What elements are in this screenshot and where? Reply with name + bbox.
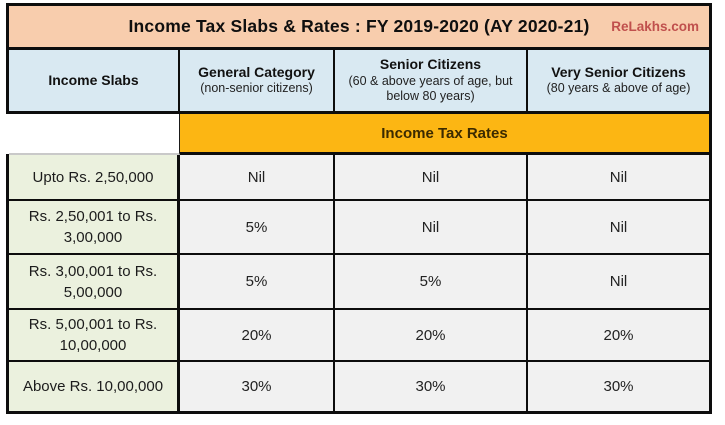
column-header-sublabel: (non-senior citizens) (200, 81, 313, 96)
rate-cell-very-senior: 30% (528, 362, 709, 411)
brand-watermark: ReLakhs.com (611, 19, 699, 34)
column-header-row: Income Slabs General Category (non-senio… (9, 50, 709, 114)
income-tax-rates-banner: Income Tax Rates (180, 114, 709, 155)
slab-cell: Upto Rs. 2,50,000 (9, 155, 180, 201)
income-tax-rates-banner-row: Income Tax Rates (6, 114, 709, 155)
column-header-very-senior-citizens: Very Senior Citizens (80 years & above o… (528, 50, 709, 114)
rate-cell-general: 5% (180, 201, 335, 255)
rate-cell-senior: Nil (335, 155, 528, 201)
rate-cell-general: 5% (180, 255, 335, 310)
rate-cell-very-senior: Nil (528, 201, 709, 255)
column-header-senior-citizens: Senior Citizens (60 & above years of age… (335, 50, 528, 114)
rate-cell-general: Nil (180, 155, 335, 201)
rate-cell-senior: 30% (335, 362, 528, 411)
table-title: Income Tax Slabs & Rates : FY 2019-2020 … (128, 16, 590, 36)
rate-cell-very-senior: 20% (528, 310, 709, 362)
rate-cell-senior: Nil (335, 201, 528, 255)
column-header-sublabel: (80 years & above of age) (546, 81, 691, 96)
rate-cell-very-senior: Nil (528, 155, 709, 201)
column-header-label: Senior Citizens (379, 56, 482, 73)
column-header-label: Very Senior Citizens (551, 63, 686, 80)
blank-cell (6, 114, 180, 155)
slab-cell: Rs. 5,00,001 to Rs. 10,00,000 (9, 310, 180, 362)
tax-table: Income Tax Slabs & Rates : FY 2019-2020 … (6, 3, 712, 414)
table-title-bar: Income Tax Slabs & Rates : FY 2019-2020 … (9, 6, 709, 50)
slab-cell: Rs. 2,50,001 to Rs. 3,00,000 (9, 201, 180, 255)
column-header-general-category: General Category (non-senior citizens) (180, 50, 335, 114)
table-row: Above Rs. 10,00,000 30% 30% 30% (9, 362, 709, 411)
column-header-label: Income Slabs (48, 71, 139, 88)
table-row: Rs. 2,50,001 to Rs. 3,00,000 5% Nil Nil (9, 201, 709, 255)
table-row: Rs. 5,00,001 to Rs. 10,00,000 20% 20% 20… (9, 310, 709, 362)
column-header-sublabel: (60 & above years of age, but below 80 y… (348, 73, 513, 104)
table-row: Upto Rs. 2,50,000 Nil Nil Nil (9, 155, 709, 201)
column-header-label: General Category (198, 63, 315, 80)
slab-cell: Rs. 3,00,001 to Rs. 5,00,000 (9, 255, 180, 310)
rate-cell-very-senior: Nil (528, 255, 709, 310)
slab-cell: Above Rs. 10,00,000 (9, 362, 180, 411)
rate-cell-general: 20% (180, 310, 335, 362)
table-row: Rs. 3,00,001 to Rs. 5,00,000 5% 5% Nil (9, 255, 709, 310)
rate-cell-senior: 5% (335, 255, 528, 310)
rate-cell-senior: 20% (335, 310, 528, 362)
rate-cell-general: 30% (180, 362, 335, 411)
column-header-income-slabs: Income Slabs (9, 50, 180, 114)
